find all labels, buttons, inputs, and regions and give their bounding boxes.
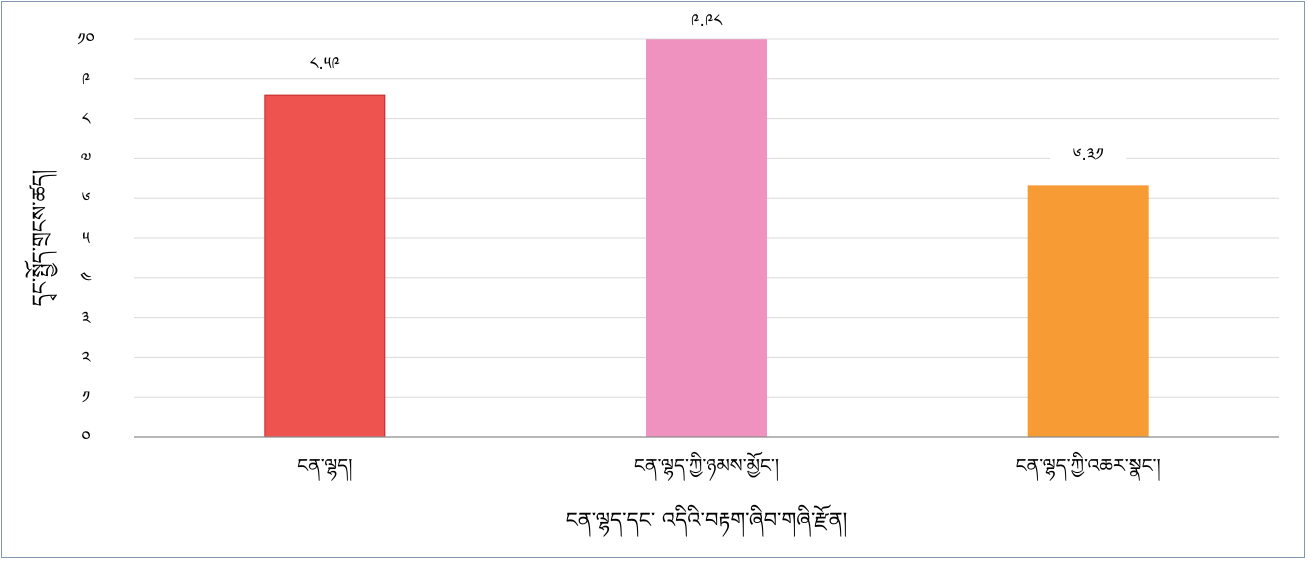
bar [264,94,386,438]
y-tick-label: ༢ [82,348,92,368]
data-label-background [668,6,745,32]
y-tick-labels: ༠ ༡ ༢ ༣ ༤ ༥ ༦ ༧ ༨ ༩ ༡༠ [77,30,95,448]
x-category-labels: ངན་ལྷད། ངན་ལྷད་ཀྱི་ཉམས་མྱོང་། ངན་ལྷད་ཀྱི་འ… [297,451,1161,481]
data-label: ༦.༣༡ [1073,145,1104,165]
x-axis-title: ངན་ལྷད་དང་ འདིའི་བརྟག་ཞིབ་གཞི་རྫོན། [566,504,848,537]
data-label-background [1050,139,1127,166]
x-category-label: ངན་ལྷད་ཀྱི་ཉམས་མྱོང་། [634,451,779,481]
y-tick-label: ༡ [82,388,90,408]
y-axis-title: དྭང་སྤྱོད་གྲངས་ཚད། [24,170,58,307]
y-tick-label: ༩ [82,70,91,90]
bar [1027,185,1149,438]
y-tick-label: ༧ [81,149,92,169]
y-tick-label: ༥ [82,229,90,249]
y-tick-label: ༨ [82,110,91,130]
y-tick-label: ༠ [81,428,90,448]
data-label: ༨.༥༩ [310,54,341,74]
data-labels: ༨.༥༩ ༩.༩༨ ༦.༣༡ [286,6,1127,166]
x-category-label: ངན་ལྷད། [297,455,352,481]
data-label: ༩.༩༨ [691,11,723,31]
y-tick-label: ༦ [82,189,91,209]
bar [646,39,767,438]
x-category-label: ངན་ལྷད་ཀྱི་འཆར་སྣང་། [1016,451,1161,481]
y-tick-label: ༡༠ [77,30,95,50]
data-label-background [286,49,363,76]
y-tick-label: ༣ [82,309,92,329]
y-tick-label: ༤ [80,269,92,289]
